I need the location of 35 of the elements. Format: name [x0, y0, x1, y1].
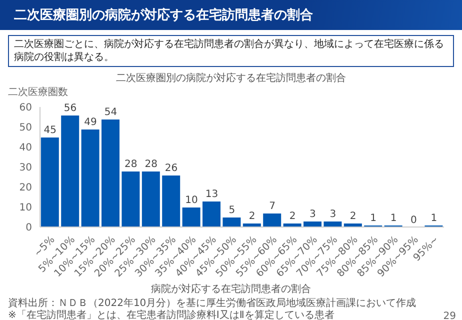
data-label: 1	[390, 213, 397, 224]
y-axis-title: 二次医療圏数	[8, 86, 68, 99]
data-label: 28	[124, 159, 138, 170]
y-tick-label: 60	[19, 102, 32, 114]
data-label: 56	[64, 103, 77, 114]
data-label: 54	[104, 107, 118, 118]
data-label: 3	[310, 209, 316, 220]
text: 資料出所：ＮＤＢ（2022年10月分）を基に厚生労働省医政局地域医療計画課において作成	[8, 298, 416, 310]
data-label: 0	[410, 215, 417, 226]
data-label: 2	[248, 211, 256, 222]
data-label: 49	[84, 117, 97, 128]
chart-title: 二次医療圏別の病院が対応する在宅訪問患者の割合	[14, 8, 313, 23]
text: ※「在宅訪問患者」とは、在宅患者訪問診療料Ⅰ又はⅡを算定している患者	[8, 310, 336, 320]
y-tick-label: 0	[26, 222, 32, 234]
y-tick-label: 10	[19, 202, 32, 214]
data-label: 45	[44, 125, 56, 136]
data-label: 7	[269, 201, 276, 212]
y-tick-label: 50	[19, 122, 32, 134]
y-tick-label: 40	[19, 142, 32, 154]
text: 29	[443, 311, 456, 320]
data-label: 1	[370, 213, 376, 224]
data-label: 13	[205, 189, 218, 200]
data-label: 3	[330, 209, 336, 220]
data-label: 1	[430, 213, 438, 224]
data-label: 10	[185, 195, 198, 206]
data-label: 2	[289, 211, 296, 222]
data-label: 26	[164, 163, 178, 174]
y-tick-label: 20	[19, 182, 32, 194]
chart-title: 二次医療圏別の病院が対応する在宅訪問患者の割合	[115, 72, 347, 85]
data-label: 2	[350, 211, 356, 222]
y-tick-label: 30	[19, 162, 32, 174]
data-label: 5	[228, 205, 236, 216]
x-axis-title: 病院が対応する在宅訪問患者の割合	[150, 282, 312, 296]
chart-subtitle: 二次医療圏ごとに、病院が対応する在宅訪問患者の割合が異なり、地域によって在宅医療に係る病院の役割は異なる。	[8, 35, 454, 67]
data-label: 28	[144, 159, 158, 170]
